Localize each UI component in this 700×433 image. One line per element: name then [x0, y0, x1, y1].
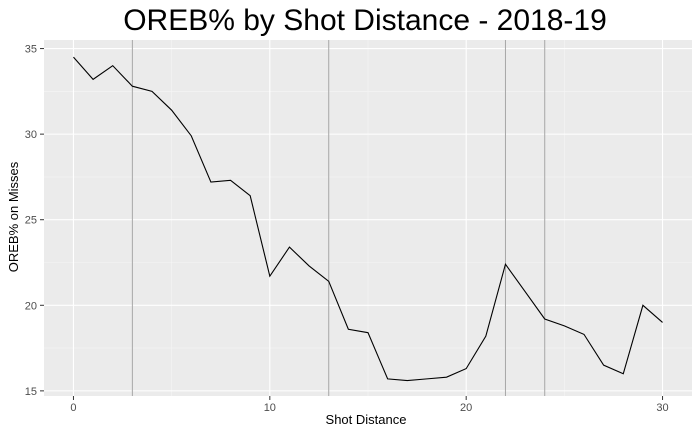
y-tick-label: 30	[25, 129, 37, 141]
y-tick-label: 15	[25, 386, 37, 398]
x-axis-ticks: 0 10 20 30	[70, 396, 669, 414]
y-tick-label: 25	[25, 215, 37, 227]
x-axis-title: Shot Distance	[326, 412, 407, 427]
x-tick-label: 20	[460, 402, 472, 414]
reference-lines	[131, 40, 546, 396]
minor-gridlines	[44, 40, 692, 396]
y-axis-title: OREB% on Misses	[6, 161, 21, 272]
major-gridlines	[44, 40, 692, 396]
chart-title: OREB% by Shot Distance - 2018-19	[123, 4, 607, 37]
y-tick-label: 35	[25, 44, 37, 56]
x-tick-label: 10	[264, 402, 276, 414]
x-tick-label: 0	[70, 402, 76, 414]
x-tick-label: 30	[656, 402, 668, 414]
series-line	[73, 56, 663, 382]
y-tick-label: 20	[25, 300, 37, 312]
y-axis-ticks: 15 20 25 30 35	[25, 44, 44, 398]
